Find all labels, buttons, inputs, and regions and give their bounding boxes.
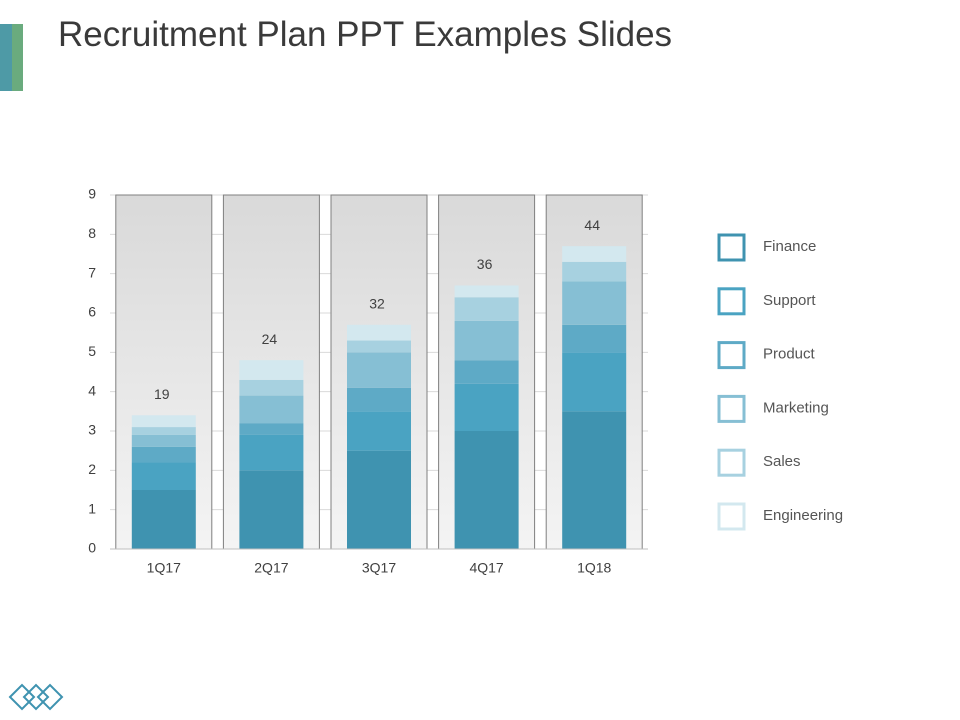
legend-label: Sales (763, 453, 801, 470)
bar-segment (239, 379, 304, 396)
chart-title: Recruitment Plan PPT Examples Slides (58, 15, 672, 54)
y-tick-label: 2 (88, 461, 96, 477)
legend-swatch (717, 394, 746, 423)
x-tick-label: 1Q18 (577, 560, 611, 576)
bar-segment (347, 352, 411, 388)
total-label: 44 (584, 217, 600, 233)
logo (8, 683, 64, 711)
legend-label: Finance (763, 238, 816, 255)
bar-segment (347, 340, 411, 353)
bar-segment (131, 415, 196, 428)
legend-label: Support (763, 292, 816, 309)
bar-segment (347, 387, 411, 412)
legend-label: Product (763, 346, 816, 363)
bar-segment (131, 434, 196, 447)
bar-segment (239, 395, 304, 424)
y-tick-label: 3 (88, 422, 96, 438)
bar-segment (562, 261, 627, 282)
y-tick-label: 9 (88, 186, 96, 202)
x-tick-label: 1Q17 (147, 560, 181, 576)
total-label: 19 (154, 386, 170, 402)
legend-label: Engineering (763, 507, 843, 524)
bar-segment (562, 411, 627, 549)
x-tick-label: 2Q17 (254, 560, 288, 576)
bar-segment (239, 360, 304, 380)
y-tick-label: 5 (88, 343, 96, 359)
accent-bar (12, 24, 23, 91)
y-tick-label: 4 (88, 382, 96, 398)
y-tick-label: 1 (88, 500, 96, 516)
y-tick-label: 7 (88, 264, 96, 280)
legend-swatch (717, 287, 746, 316)
bar-segment (131, 427, 196, 435)
bar-segment (239, 423, 304, 435)
total-label: 32 (369, 296, 385, 312)
bar-segment (131, 490, 196, 549)
total-label: 24 (262, 331, 278, 347)
bar-segment (239, 434, 304, 471)
legend-swatch (717, 502, 746, 531)
bar-segment (347, 411, 411, 451)
bar-segment (454, 297, 519, 321)
bar-segment (131, 462, 196, 490)
bar-segment (562, 246, 627, 262)
bar-segment (454, 431, 519, 549)
bar-segment (454, 285, 519, 298)
legend-swatch (717, 448, 746, 477)
legend-label: Marketing (763, 399, 829, 416)
bar-segment (562, 281, 627, 325)
y-tick-label: 6 (88, 304, 96, 320)
total-label: 36 (477, 256, 493, 272)
bar-segment (562, 324, 627, 353)
bar-segment (454, 320, 519, 361)
x-tick-label: 3Q17 (362, 560, 396, 576)
bar-segment (454, 383, 519, 431)
bar-segment (454, 360, 519, 384)
legend-swatch (717, 233, 746, 262)
legend-swatch (717, 341, 746, 370)
bar-segment (347, 324, 411, 341)
y-tick-label: 8 (88, 225, 96, 241)
x-tick-label: 4Q17 (469, 560, 503, 576)
y-tick-label: 0 (88, 540, 96, 556)
bar-segment (239, 470, 304, 549)
bar-segment (562, 352, 627, 412)
bar-segment (131, 446, 196, 463)
accent-bar (0, 24, 12, 91)
bar-segment (347, 450, 411, 549)
